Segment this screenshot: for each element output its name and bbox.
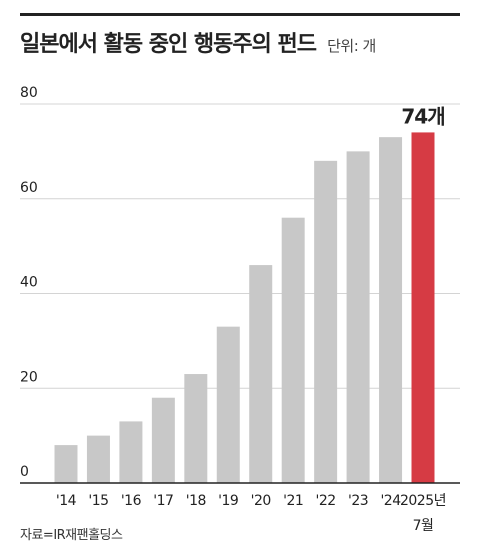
x-tick-label: '23 [348, 493, 368, 509]
bar-highlight [411, 132, 435, 484]
bar [379, 137, 403, 483]
bar [249, 265, 273, 483]
bar [216, 326, 240, 483]
bar [86, 435, 110, 483]
y-tick-label: 40 [20, 275, 38, 291]
y-tick-label: 80 [20, 85, 38, 101]
x-tick-label: '20 [251, 493, 271, 509]
bar [184, 374, 208, 483]
x-tick-label: '22 [316, 493, 336, 509]
x-tick-label: '14 [56, 493, 77, 509]
x-tick-label: '16 [121, 493, 142, 509]
bar [346, 151, 370, 483]
x-tick-label: '15 [88, 493, 108, 509]
bar [54, 445, 78, 483]
top-rule [20, 13, 460, 16]
bar [151, 397, 175, 483]
bar [119, 421, 143, 483]
y-tick-label: 0 [20, 464, 29, 480]
title-row: 일본에서 활동 중인 행동주의 펀드 단위: 개 [20, 26, 376, 58]
x-tick-label: '18 [186, 493, 206, 509]
x-tick-label: '24 [380, 493, 401, 509]
data-label: 74개 [401, 104, 444, 128]
x-tick-label: '19 [218, 493, 238, 509]
x-tick-label: 7월 [413, 518, 434, 534]
bar [314, 160, 338, 483]
bar [281, 217, 305, 483]
x-tick-label: '21 [283, 493, 303, 509]
unit-label: 단위: 개 [327, 37, 376, 55]
chart-title: 일본에서 활동 중인 행동주의 펀드 [20, 32, 317, 57]
x-tick-label: '17 [153, 493, 173, 509]
y-tick-label: 60 [20, 180, 38, 196]
y-tick-label: 20 [20, 369, 38, 385]
source-note: 자료=IR재팬홀딩스 [20, 528, 123, 543]
x-tick-label: 2025년 [400, 493, 446, 509]
